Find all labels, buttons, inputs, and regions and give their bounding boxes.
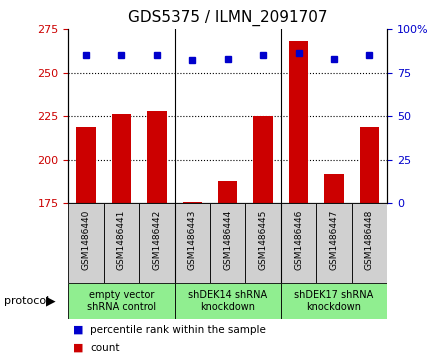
Text: GSM1486441: GSM1486441 [117, 210, 126, 270]
Bar [281, 283, 387, 319]
Bar [253, 116, 273, 203]
Bar [183, 201, 202, 203]
Text: shDEK17 shRNA
knockdown: shDEK17 shRNA knockdown [294, 290, 374, 312]
Text: percentile rank within the sample: percentile rank within the sample [90, 325, 266, 335]
Text: GSM1486447: GSM1486447 [330, 210, 338, 270]
Text: GSM1486444: GSM1486444 [223, 210, 232, 270]
Text: ■: ■ [73, 343, 83, 353]
Bar [360, 127, 379, 203]
Text: count: count [90, 343, 120, 353]
Text: ■: ■ [73, 325, 83, 335]
Title: GDS5375 / ILMN_2091707: GDS5375 / ILMN_2091707 [128, 10, 327, 26]
Text: empty vector
shRNA control: empty vector shRNA control [87, 290, 156, 312]
Bar [76, 127, 95, 203]
Bar [68, 283, 175, 319]
Bar [246, 203, 281, 283]
Text: ▶: ▶ [46, 295, 55, 308]
Bar [147, 111, 167, 203]
Bar [68, 203, 104, 283]
Bar [139, 203, 175, 283]
Text: GSM1486442: GSM1486442 [152, 210, 161, 270]
Bar [104, 203, 139, 283]
Text: shDEK14 shRNA
knockdown: shDEK14 shRNA knockdown [188, 290, 267, 312]
Bar [281, 203, 316, 283]
Bar [352, 203, 387, 283]
Text: GSM1486443: GSM1486443 [188, 210, 197, 270]
Text: GSM1486445: GSM1486445 [259, 210, 268, 270]
Text: GSM1486448: GSM1486448 [365, 210, 374, 270]
Bar [218, 181, 238, 203]
Bar [316, 203, 352, 283]
Bar [112, 114, 131, 203]
Text: GSM1486440: GSM1486440 [81, 210, 91, 270]
Bar [324, 174, 344, 203]
Bar [289, 41, 308, 203]
Text: GSM1486446: GSM1486446 [294, 210, 303, 270]
Text: protocol: protocol [4, 296, 50, 306]
Bar [210, 203, 246, 283]
Bar [175, 203, 210, 283]
Bar [175, 283, 281, 319]
